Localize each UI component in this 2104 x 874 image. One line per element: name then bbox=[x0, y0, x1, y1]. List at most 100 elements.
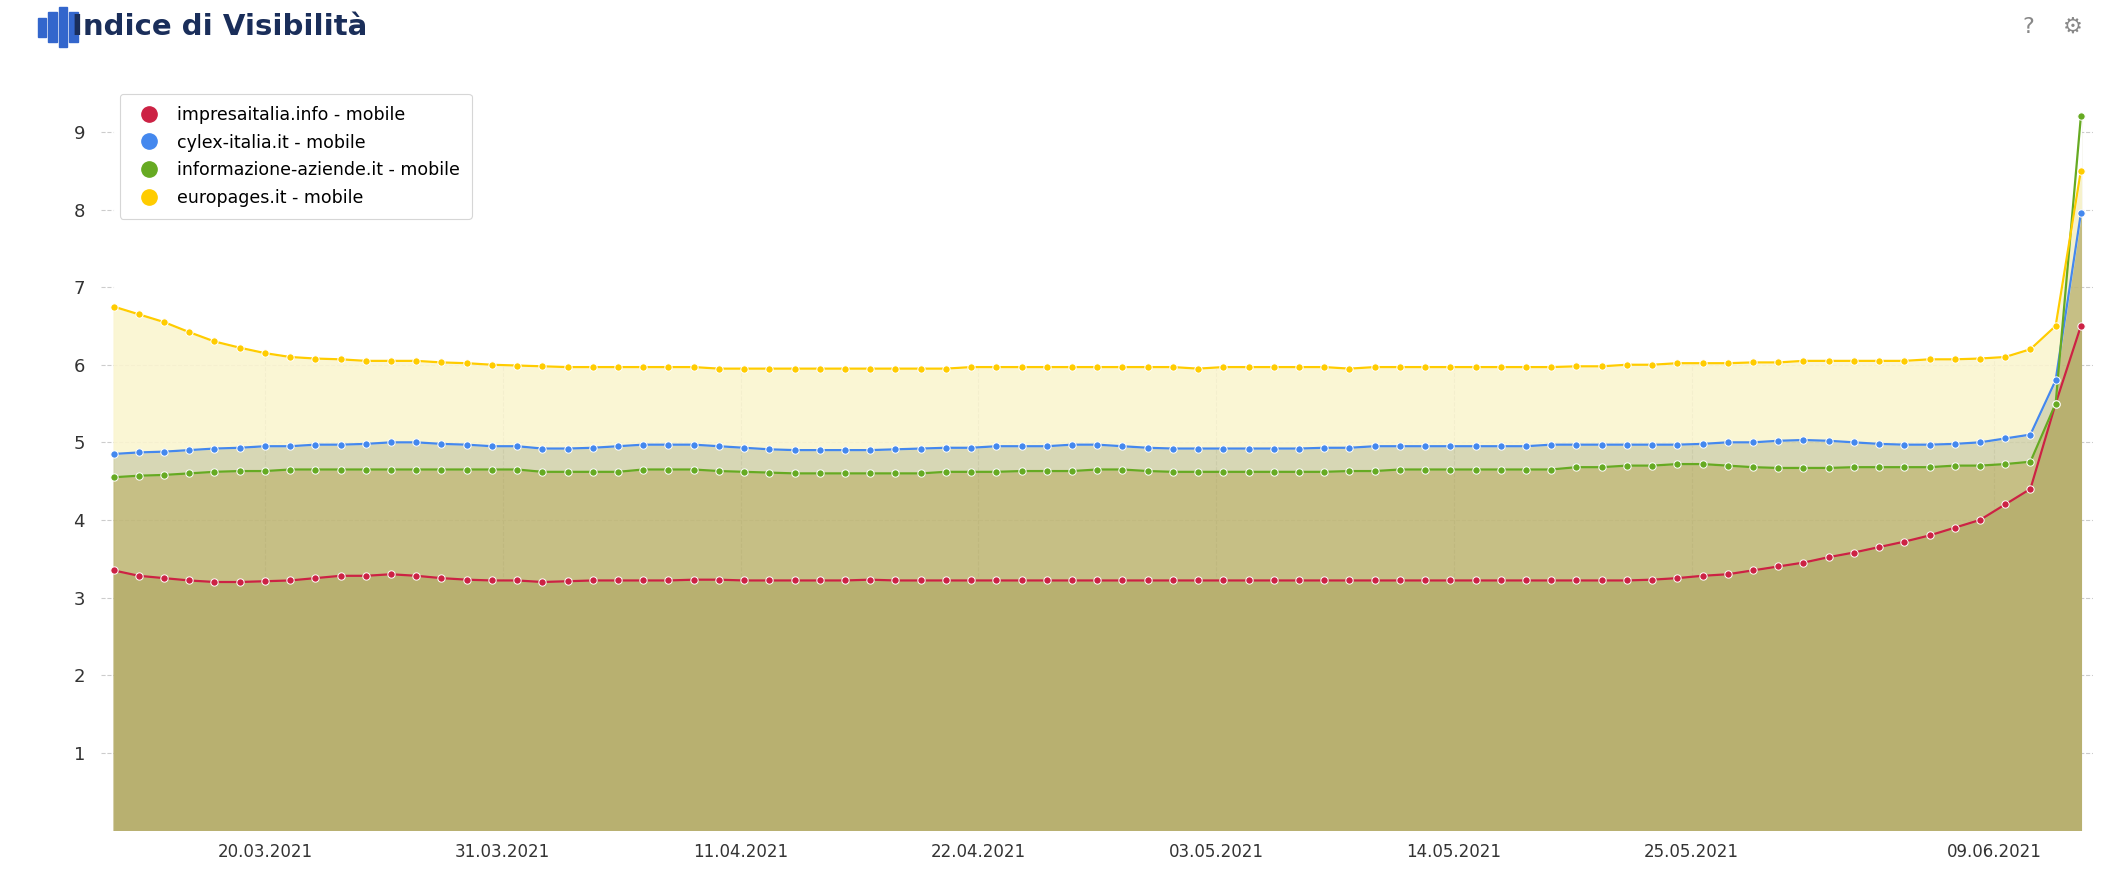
Point bbox=[425, 462, 459, 476]
Point bbox=[375, 435, 408, 449]
Point bbox=[1105, 573, 1138, 587]
Point bbox=[1458, 462, 1492, 476]
Point bbox=[703, 464, 736, 478]
Point bbox=[728, 440, 762, 454]
Point bbox=[1534, 573, 1567, 587]
Point bbox=[652, 360, 686, 374]
Point bbox=[1660, 457, 1694, 471]
Point bbox=[400, 354, 433, 368]
Point bbox=[930, 440, 964, 454]
Point bbox=[198, 575, 231, 589]
Point bbox=[1938, 521, 1971, 535]
Point bbox=[1685, 437, 1719, 451]
Point bbox=[1081, 573, 1115, 587]
Point bbox=[1231, 573, 1265, 587]
Point bbox=[1711, 459, 1744, 473]
Point bbox=[627, 462, 661, 476]
Point bbox=[1155, 441, 1189, 455]
Point bbox=[703, 362, 736, 376]
Point bbox=[753, 573, 787, 587]
Point bbox=[97, 470, 130, 484]
Point bbox=[173, 467, 206, 481]
Point bbox=[1761, 434, 1795, 447]
Bar bbox=[69, 12, 78, 42]
Point bbox=[2014, 482, 2047, 496]
Point bbox=[1006, 440, 1039, 454]
Point bbox=[1307, 360, 1340, 374]
Point bbox=[1130, 573, 1164, 587]
Point bbox=[930, 573, 964, 587]
Point bbox=[274, 350, 307, 364]
Point bbox=[1382, 462, 1416, 476]
Point bbox=[1056, 360, 1090, 374]
Point bbox=[1433, 573, 1466, 587]
Point bbox=[1105, 360, 1138, 374]
Point bbox=[1938, 352, 1971, 366]
Point bbox=[1408, 573, 1441, 587]
Point bbox=[147, 316, 181, 329]
Point bbox=[1862, 437, 1896, 451]
Point bbox=[299, 571, 332, 585]
Point bbox=[147, 571, 181, 585]
Point bbox=[1180, 441, 1214, 455]
Point bbox=[1685, 569, 1719, 583]
Point bbox=[198, 335, 231, 349]
Point bbox=[400, 435, 433, 449]
Point bbox=[1837, 354, 1870, 368]
Point bbox=[905, 573, 938, 587]
Text: ?: ? bbox=[2022, 17, 2035, 37]
Point bbox=[1357, 360, 1391, 374]
Point bbox=[2064, 319, 2098, 333]
Point bbox=[1006, 360, 1039, 374]
Point bbox=[173, 443, 206, 457]
Point bbox=[551, 465, 585, 479]
Point bbox=[1786, 556, 1820, 570]
Point bbox=[1056, 438, 1090, 452]
Point bbox=[854, 362, 888, 376]
Point bbox=[1231, 465, 1265, 479]
Point bbox=[576, 440, 610, 454]
Point bbox=[1988, 432, 2022, 446]
Point bbox=[223, 464, 257, 478]
Point bbox=[930, 465, 964, 479]
Point bbox=[1458, 360, 1492, 374]
Point bbox=[349, 437, 383, 451]
Point bbox=[1812, 354, 1845, 368]
Point bbox=[248, 464, 282, 478]
Point bbox=[1281, 360, 1315, 374]
Point bbox=[1534, 438, 1567, 452]
Point bbox=[1130, 440, 1164, 454]
Point bbox=[1105, 440, 1138, 454]
Point bbox=[930, 362, 964, 376]
Point bbox=[829, 362, 863, 376]
Point bbox=[476, 357, 509, 371]
Point bbox=[223, 440, 257, 454]
Point bbox=[450, 572, 484, 586]
Point bbox=[324, 438, 358, 452]
Point bbox=[677, 462, 711, 476]
Point bbox=[1357, 464, 1391, 478]
Point bbox=[602, 360, 635, 374]
Point bbox=[703, 572, 736, 586]
Point bbox=[1382, 573, 1416, 587]
Point bbox=[1081, 462, 1115, 476]
Point bbox=[804, 362, 837, 376]
Point bbox=[1584, 461, 1618, 475]
Point bbox=[753, 466, 787, 480]
Point bbox=[1963, 435, 1997, 449]
Point bbox=[147, 445, 181, 459]
Point bbox=[1736, 435, 1769, 449]
Point bbox=[879, 467, 913, 481]
Point bbox=[1685, 357, 1719, 371]
Point bbox=[1887, 461, 1921, 475]
Point bbox=[1509, 573, 1542, 587]
Point bbox=[450, 462, 484, 476]
Point bbox=[501, 462, 534, 476]
Point bbox=[1761, 559, 1795, 573]
Point bbox=[122, 446, 156, 460]
Bar bbox=[59, 7, 67, 47]
Point bbox=[1584, 573, 1618, 587]
Point bbox=[1988, 497, 2022, 511]
Point bbox=[425, 356, 459, 370]
Point bbox=[2039, 319, 2072, 333]
